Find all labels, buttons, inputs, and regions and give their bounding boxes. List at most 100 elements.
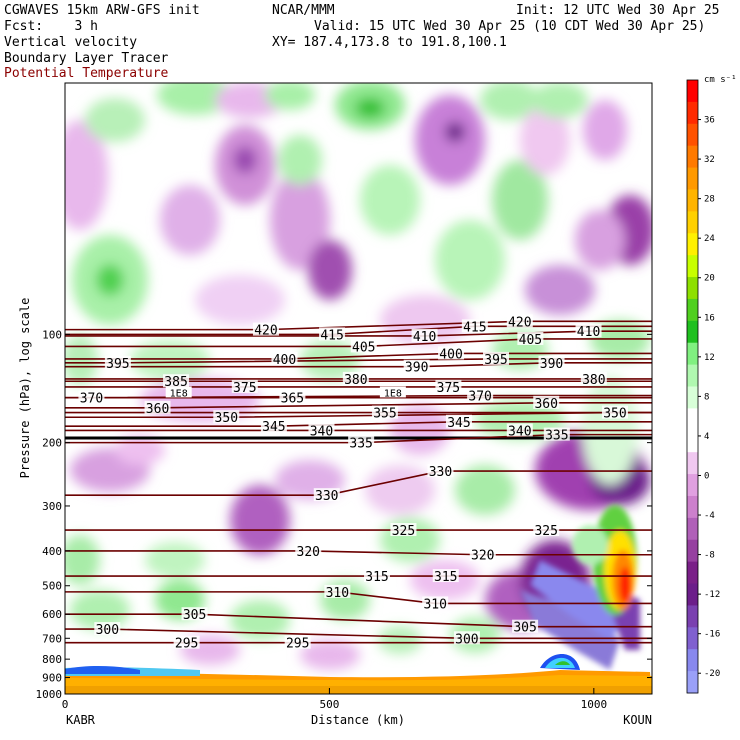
convective-core [520, 505, 640, 670]
theta-label: 340 [508, 424, 531, 439]
theta-label-bg [94, 622, 121, 636]
theta-label-bg [284, 635, 311, 649]
theta-label-bg [213, 410, 240, 424]
vv-blob [160, 185, 220, 255]
bl-tracer-layer [65, 666, 140, 674]
theta-label-bg [181, 607, 208, 621]
vv-blob [157, 83, 233, 115]
colorbar-swatch [687, 255, 698, 278]
theta-label: 310 [423, 597, 446, 612]
theta-label-bg [411, 328, 438, 342]
theta-label-bg [78, 390, 105, 404]
tracer-label-bg [165, 386, 192, 398]
theta-label-bg [482, 351, 509, 365]
colorbar-swatch [687, 539, 698, 563]
valid-time: Valid: 15 UTC Wed 30 Apr 25 (10 CDT Wed … [314, 19, 706, 34]
theta-label-bg [371, 405, 398, 419]
theta-label-bg [438, 346, 465, 360]
end-station-label: KOUN [623, 713, 652, 727]
theta-label: 410 [577, 325, 600, 340]
theta-label: 295 [286, 637, 309, 652]
theta-label-bg [453, 631, 480, 645]
theta-label: 370 [80, 392, 103, 407]
colorbar-swatch [687, 430, 698, 453]
theta-label-bg [104, 355, 131, 369]
theta-label-bg [506, 314, 533, 328]
theta-label-bg [533, 395, 560, 409]
downdraft-core [530, 560, 625, 640]
colorbar-swatch [687, 298, 698, 322]
vv-blob [145, 542, 205, 578]
theta-label: 380 [582, 373, 605, 388]
vv-blob [575, 210, 625, 270]
colorbar-swatch [687, 386, 698, 409]
field-potential-temperature: Potential Temperature [4, 66, 169, 81]
colorbar-tick-label: 4 [704, 432, 709, 442]
theta-label-bg [445, 414, 472, 428]
tracer-contour-labels: 1E8 1E8 [165, 386, 406, 399]
theta-label-bg [538, 355, 565, 369]
vv-blob [65, 335, 98, 385]
vv-blob [435, 220, 505, 300]
theta-label: 340 [310, 424, 333, 439]
theta-label-bg [461, 319, 488, 333]
vv-blob [583, 100, 627, 160]
theta-label: 400 [439, 347, 462, 362]
y-tick-label: 500 [42, 580, 62, 593]
theta-label: 420 [254, 324, 277, 339]
colorbar-tick-label: 16 [704, 313, 715, 323]
theta-label: 335 [545, 429, 568, 444]
updraft-edge [572, 525, 608, 565]
colorbar-tick-label: -20 [704, 669, 720, 679]
theta-label: 395 [106, 357, 129, 372]
theta-label-bg [279, 390, 306, 404]
colorbar-tick-label: -4 [704, 511, 715, 521]
forecast-hour: Fcst: 3 h [4, 19, 98, 34]
colorbar-tick-label: -12 [704, 590, 720, 600]
field-vertical-velocity: Vertical velocity [4, 35, 138, 50]
y-tick-label: 100 [42, 328, 62, 341]
y-axis: 100 200 300 400 500 600 700 800 900 1000 [36, 328, 652, 701]
x-axis-label: Distance (km) [311, 713, 405, 727]
bl-tracer-layer [555, 661, 570, 665]
colorbar-swatch [687, 408, 698, 431]
y-tick-label: 1000 [36, 688, 63, 701]
theta-label-bg [543, 427, 570, 441]
theta-label-bg [506, 423, 533, 437]
vv-blob [300, 640, 360, 670]
updraft-core [619, 567, 631, 603]
vv-blob [70, 590, 130, 630]
theta-contour-345 [65, 420, 652, 427]
theta-label-bg [342, 371, 369, 385]
colorbar-swatch [687, 583, 698, 606]
theta-label-bg [364, 569, 391, 583]
theta-label: 350 [215, 411, 238, 426]
cross-section-endpoints: XY= 187.4,173.8 to 191.8,100.1 [272, 35, 507, 50]
colorbar-swatch [687, 167, 698, 190]
x-tick-label: 500 [319, 698, 339, 711]
theta-label-bg [432, 569, 459, 583]
theta-label: 410 [413, 330, 436, 345]
theta-label-bg [580, 371, 607, 385]
theta-label-bg [295, 543, 322, 557]
colorbar: 36 32 28 24 20 16 12 8 4 0 -4 -8 -12 -16 -20 [686, 79, 720, 694]
theta-contour-330 [65, 470, 652, 496]
vv-blob [65, 120, 108, 230]
colorbar-swatch [687, 145, 698, 169]
theta-label-bg [517, 331, 544, 345]
theta-contour-410 [65, 330, 652, 337]
center-label: NCAR/MMM [272, 3, 335, 18]
theta-label: 375 [437, 381, 460, 396]
theta-label: 380 [344, 373, 367, 388]
theta-label: 390 [405, 361, 428, 376]
tracer-label: 1E8 [384, 388, 402, 399]
theta-label-bg [601, 405, 628, 419]
theta-label: 345 [447, 416, 470, 431]
vv-blob [365, 465, 435, 515]
theta-label: 315 [365, 570, 388, 585]
theta-label: 395 [484, 353, 507, 368]
colorbar-swatch [687, 277, 698, 300]
vv-blob [233, 146, 257, 174]
theta-label-bg [271, 351, 298, 365]
colorbar-swatch [687, 211, 698, 234]
